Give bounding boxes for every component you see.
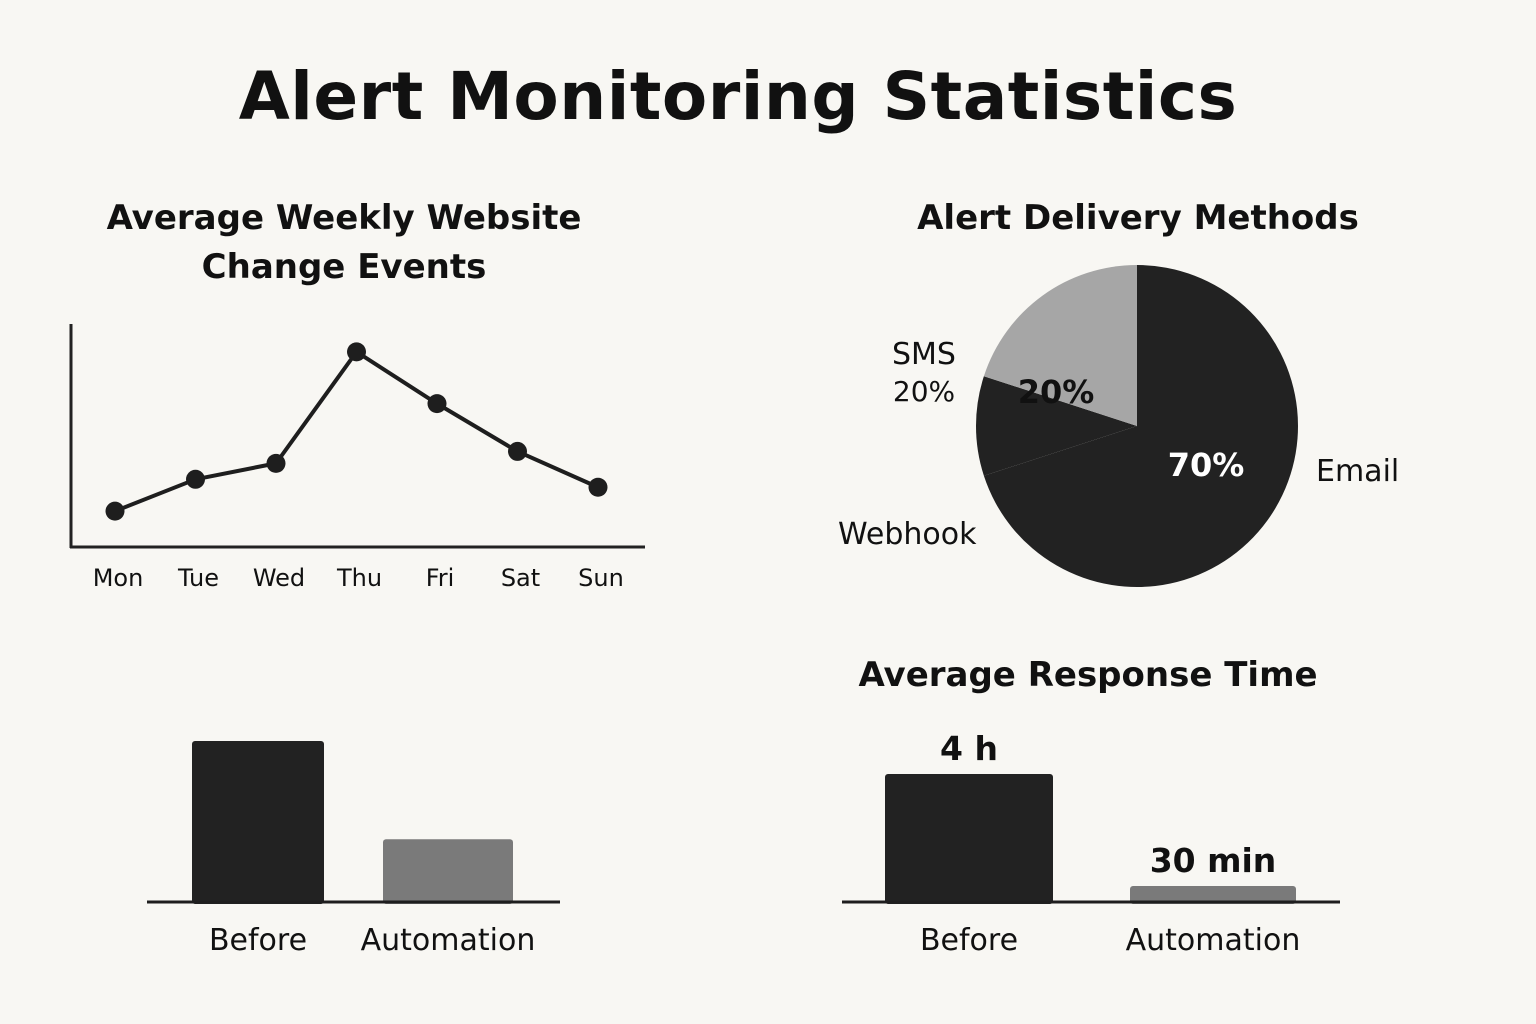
x-tick-label-fri: Fri [426, 564, 455, 592]
pie-value-label-sms: 20% [1018, 373, 1095, 411]
pie-value-label-email: 70% [1168, 446, 1245, 484]
bar-automation [383, 839, 513, 904]
line-chart: Mon Tue Wed Thu Fri Sat Sun [69, 324, 645, 592]
data-point-tue [186, 469, 205, 489]
x-tick-label-tue: Tue [177, 564, 219, 592]
response-chart-title: Average Response Time [858, 655, 1318, 695]
value-label-before: 4 h [940, 729, 998, 768]
pie-slice-sms [983, 265, 1137, 426]
bar-before [885, 774, 1053, 904]
data-point-mon [105, 501, 125, 521]
data-point-sun [588, 477, 608, 497]
data-point-fri [427, 394, 447, 414]
x-tick-label-thu: Thu [336, 564, 382, 592]
bar-automation [1130, 886, 1296, 904]
value-label-automation: 30 min [1150, 841, 1277, 880]
pie-label-webhook: Webhook [838, 517, 977, 552]
x-label-automation: Automation [361, 923, 536, 958]
pie-label-email: Email [1316, 454, 1399, 489]
pie-label-sms: SMS [892, 337, 956, 372]
x-label-before: Before [209, 923, 307, 958]
line-chart-title: Average Weekly Website Change Events [106, 198, 582, 287]
change-bar-chart: Before Automation [147, 741, 560, 958]
x-label-automation: Automation [1126, 923, 1301, 958]
data-point-sat [508, 441, 527, 461]
x-tick-label-sun: Sun [578, 564, 624, 592]
series-line [114, 349, 599, 514]
bar-before [192, 741, 324, 904]
pie-slice-webhook [975, 376, 1137, 476]
x-tick-label-sat: Sat [501, 564, 540, 592]
page-title: Alert Monitoring Statistics [238, 58, 1238, 135]
x-tick-label-mon: Mon [93, 564, 144, 592]
pie-outside-value-sms: 20% [893, 375, 955, 408]
pie-slice-email [983, 265, 1298, 587]
data-point-wed [266, 453, 286, 473]
response-bar-chart: Before 4 h Automation 30 min [842, 729, 1340, 958]
pie-chart-title: Alert Delivery Methods [917, 198, 1359, 238]
data-point-thu [347, 342, 366, 362]
x-label-before: Before [920, 923, 1018, 958]
x-tick-label-wed: Wed [253, 564, 305, 592]
